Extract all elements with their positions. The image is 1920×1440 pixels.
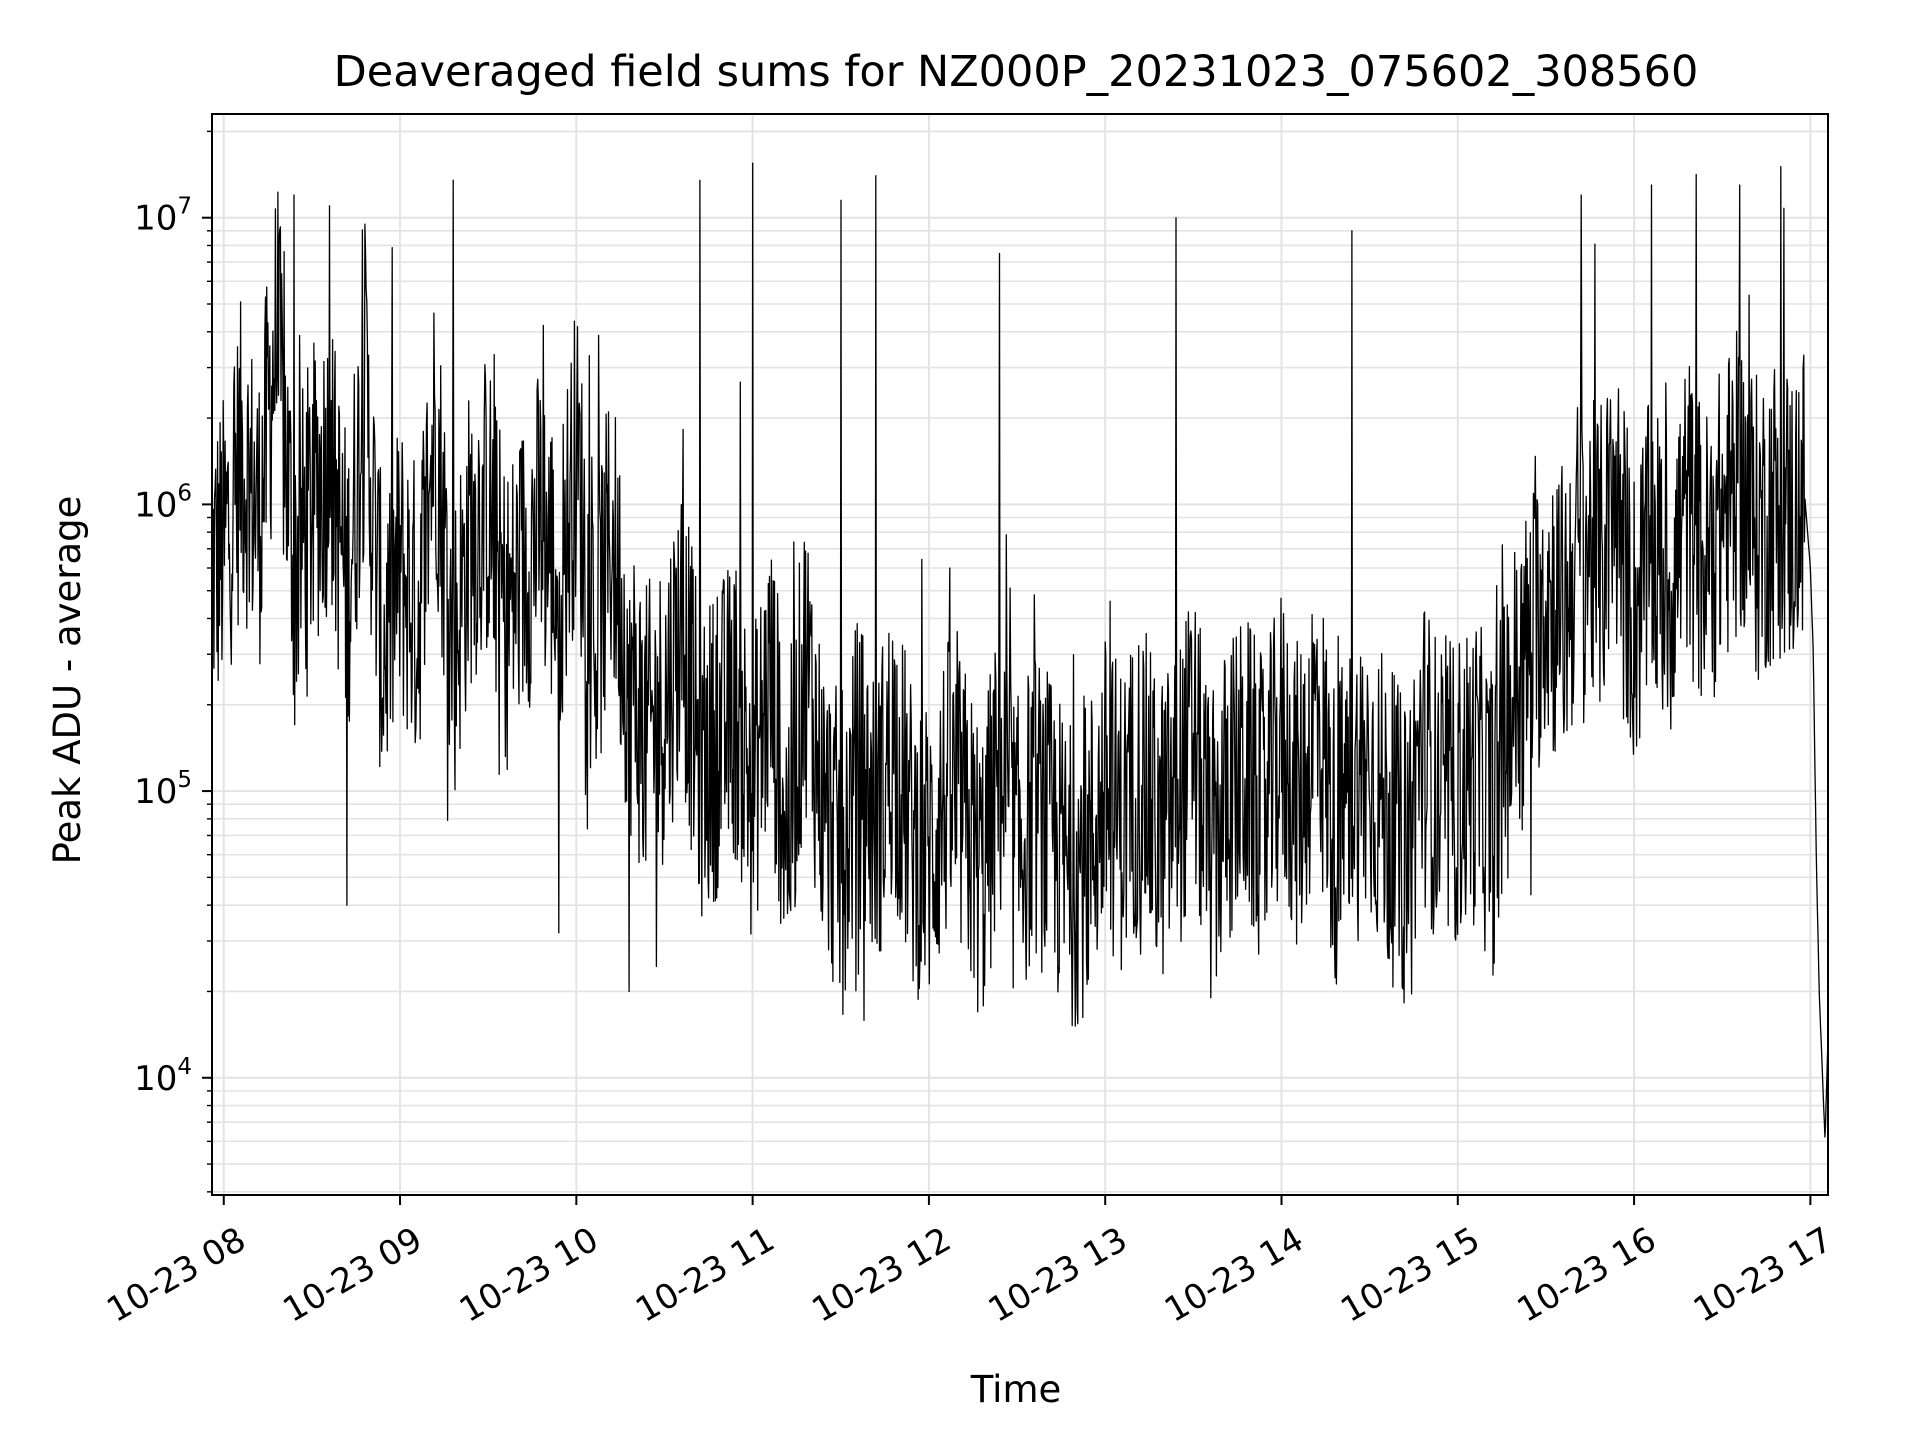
series-line [212, 162, 1828, 1138]
y-tick-label: 106 [134, 480, 192, 525]
x-axis-label: Time [970, 1368, 1062, 1411]
y-axis-label: Peak ADU - average [46, 496, 89, 865]
chart-title: Deaveraged field sums for NZ000P_2023102… [334, 47, 1699, 97]
y-axis: 104 105 106 107 [134, 130, 212, 1193]
y-tick-label: 104 [134, 1054, 192, 1099]
plot-area [212, 162, 1828, 1138]
y-tick-label: 107 [134, 194, 192, 239]
y-tick-label: 105 [134, 767, 192, 812]
